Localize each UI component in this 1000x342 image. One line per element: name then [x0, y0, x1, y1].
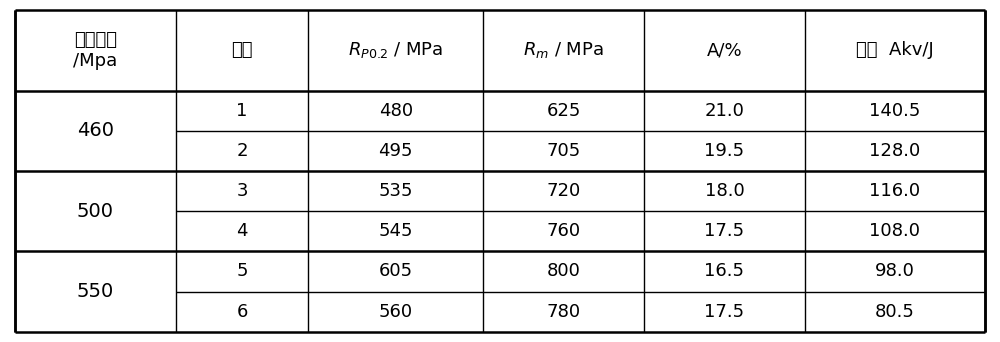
- Text: 760: 760: [546, 222, 581, 240]
- Text: 强度级别
/Mpa: 强度级别 /Mpa: [73, 31, 118, 70]
- Text: 705: 705: [546, 142, 581, 160]
- Text: 17.5: 17.5: [704, 303, 745, 321]
- Text: 21.0: 21.0: [705, 102, 744, 120]
- Text: 535: 535: [378, 182, 413, 200]
- Text: 2: 2: [236, 142, 248, 160]
- Text: 800: 800: [547, 262, 580, 280]
- Text: 720: 720: [546, 182, 581, 200]
- Text: 128.0: 128.0: [869, 142, 921, 160]
- Text: A/%: A/%: [707, 41, 742, 60]
- Text: 编号: 编号: [231, 41, 253, 60]
- Text: 3: 3: [236, 182, 248, 200]
- Text: 1: 1: [236, 102, 248, 120]
- Text: 140.5: 140.5: [869, 102, 921, 120]
- Text: 500: 500: [77, 202, 114, 221]
- Text: 4: 4: [236, 222, 248, 240]
- Text: 80.5: 80.5: [875, 303, 915, 321]
- Text: 780: 780: [546, 303, 581, 321]
- Text: 560: 560: [379, 303, 413, 321]
- Text: 550: 550: [77, 282, 114, 301]
- Text: $R_{m}$ / MPa: $R_{m}$ / MPa: [523, 40, 604, 61]
- Text: $R_{P0.2}$ / MPa: $R_{P0.2}$ / MPa: [348, 40, 443, 61]
- Text: 116.0: 116.0: [869, 182, 921, 200]
- Text: 19.5: 19.5: [704, 142, 745, 160]
- Text: 18.0: 18.0: [705, 182, 744, 200]
- Text: 625: 625: [546, 102, 581, 120]
- Text: 495: 495: [378, 142, 413, 160]
- Text: 室温  Akv/J: 室温 Akv/J: [856, 41, 934, 60]
- Text: 480: 480: [379, 102, 413, 120]
- Text: 16.5: 16.5: [704, 262, 744, 280]
- Text: 545: 545: [378, 222, 413, 240]
- Text: 460: 460: [77, 121, 114, 140]
- Text: 17.5: 17.5: [704, 222, 745, 240]
- Text: 108.0: 108.0: [869, 222, 920, 240]
- Text: 6: 6: [236, 303, 248, 321]
- Text: 5: 5: [236, 262, 248, 280]
- Text: 98.0: 98.0: [875, 262, 915, 280]
- Text: 605: 605: [379, 262, 413, 280]
